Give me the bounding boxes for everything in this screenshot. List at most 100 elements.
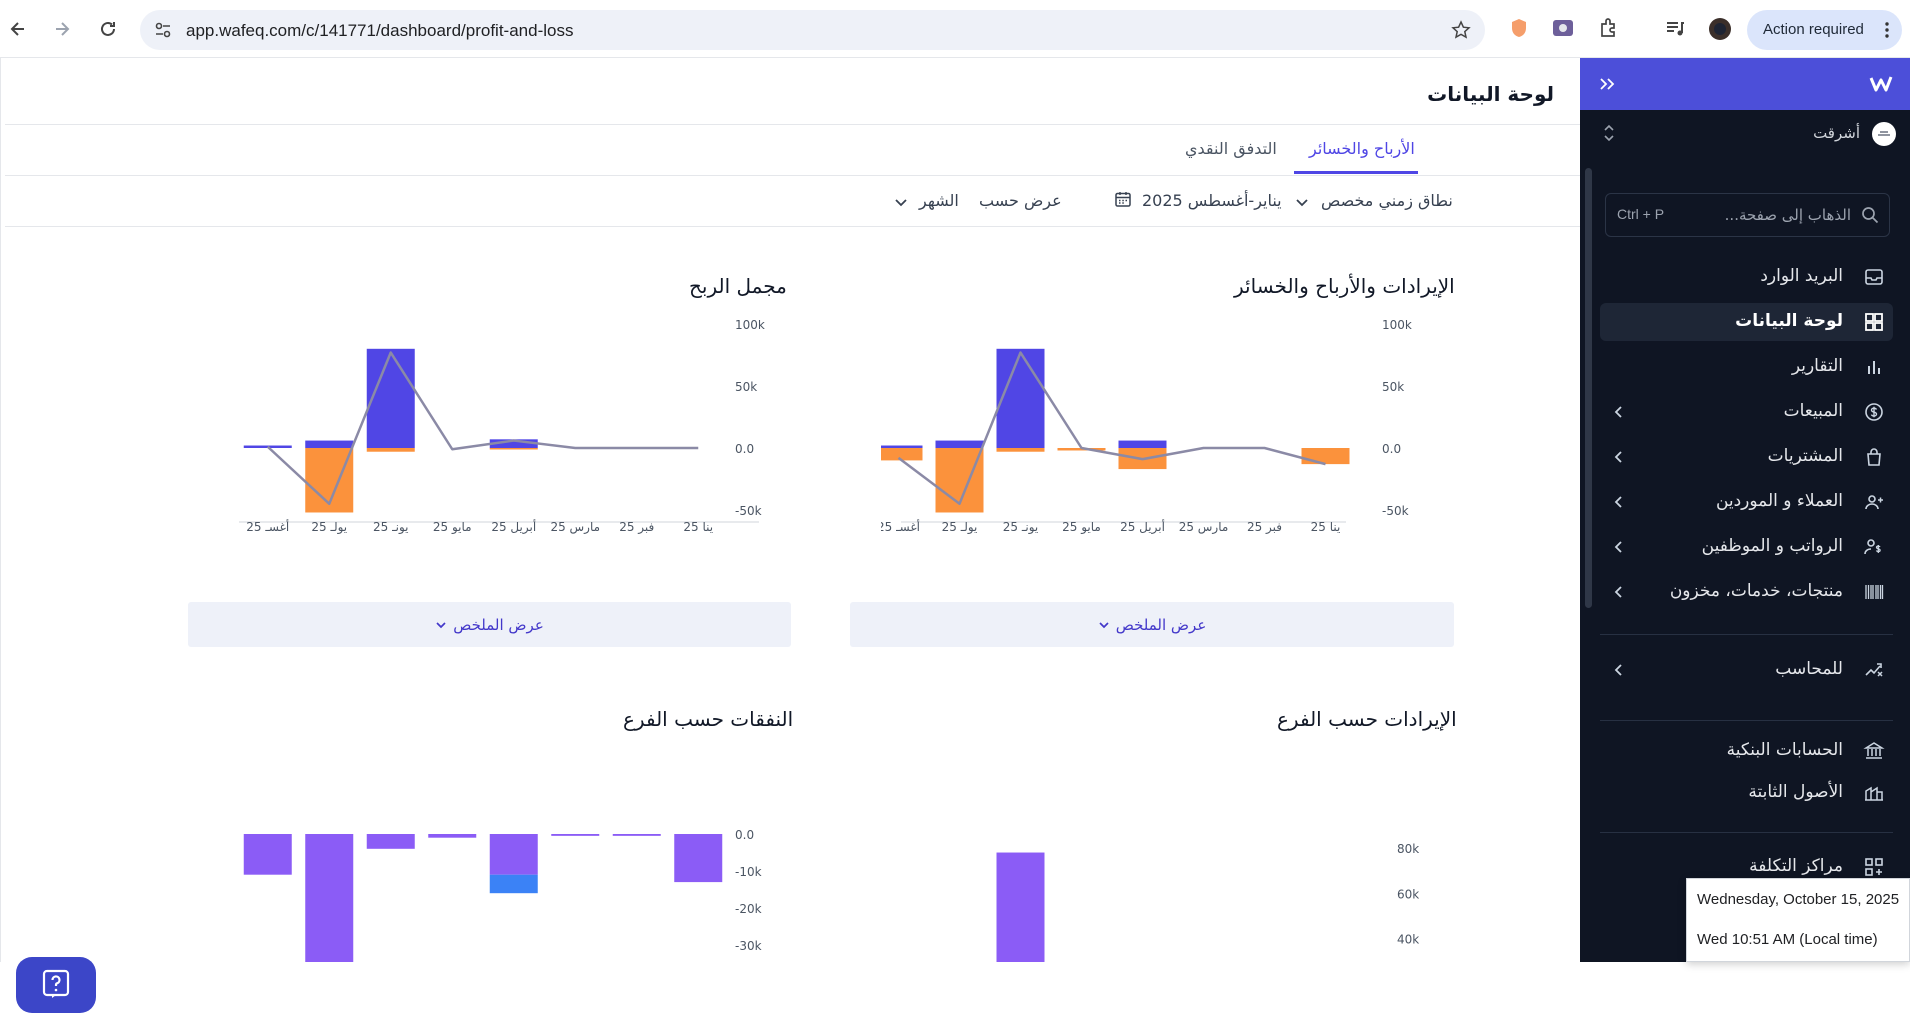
site-settings-icon[interactable] [154, 21, 172, 39]
x-tick-label: مايو 25 [1062, 520, 1101, 535]
collapse-sidebar-icon[interactable] [1598, 75, 1616, 93]
users-icon [1865, 495, 1883, 510]
y-tick-label: 0.0 [735, 828, 754, 842]
sidebar-item[interactable]: منتجات، خدمات، مخزون [1600, 573, 1893, 611]
sidebar-item[interactable]: التقارير [1600, 348, 1893, 386]
show-summary-button[interactable]: عرض الملخص [850, 602, 1454, 647]
profile-avatar-icon[interactable] [1708, 17, 1732, 41]
company-name[interactable]: أشرقت [1813, 124, 1860, 142]
main-content: لوحة البيانات الأرباح والخسائر التدفق ال… [0, 58, 1580, 1013]
x-tick-label: فبر 25 [1247, 520, 1282, 535]
search-icon [1862, 207, 1879, 224]
back-icon[interactable] [4, 15, 32, 43]
sidebar-item[interactable]: الحسابات البنكية [1600, 732, 1893, 770]
chart-bar [996, 448, 1045, 452]
chart-title-expenses-by-branch: النفقات حسب الفرع [623, 707, 794, 731]
y-tick-label: 60k [1397, 887, 1419, 901]
sidebar-item[interactable]: الأصول الثابتة [1600, 774, 1893, 812]
show-summary-button[interactable]: عرض الملخص [188, 602, 791, 647]
chevron-left-icon [1614, 451, 1622, 463]
action-required-button[interactable]: Action required [1747, 10, 1902, 50]
divider [5, 124, 1580, 125]
date-range-value[interactable]: يناير-أغسطس 2025 [1142, 191, 1282, 210]
sidebar-item[interactable]: المبيعات [1600, 393, 1893, 431]
active-tab-indicator [1294, 171, 1418, 174]
sidebar-item-label: لوحة البيانات [1735, 311, 1843, 331]
address-bar[interactable]: app.wafeq.com/c/141771/dashboard/profit-… [140, 10, 1485, 50]
sidebar-item[interactable]: العملاء و الموردين [1600, 483, 1893, 521]
revenue-pnl-chart: 100k 50k 0.0 -50k ينا 25 فبر 25 مارس 25 أبريل 2… [881, 320, 1412, 535]
chevron-down-icon [436, 621, 446, 628]
chart-title-revenue-by-branch: الإيرادات حسب الفرع [1277, 707, 1457, 731]
company-logo-icon [1872, 122, 1896, 146]
sidebar-item-label: الرواتب و الموظفين [1701, 536, 1843, 556]
gross-profit-chart: 100k 50k 0.0 -50k ينا 25 فبر 25 مارس 25 أبريل 2… [239, 320, 765, 535]
date-range-select[interactable]: نطاق زمني مخصص [1321, 191, 1453, 210]
y-tick-label: -50k [735, 504, 762, 518]
extensions-puzzle-icon[interactable] [1598, 17, 1622, 41]
tooltip-time: Wed 10:51 AM (Local time) [1697, 931, 1878, 948]
chart-bar [996, 348, 1045, 448]
sidebar-item[interactable]: للمحاسب [1600, 651, 1893, 689]
tab-profit-and-loss[interactable]: الأرباح والخسائر [1309, 139, 1415, 158]
sidebar-item-label: الأصول الثابتة [1748, 782, 1843, 802]
chart-bar [612, 834, 661, 836]
sidebar-scrollbar[interactable] [1585, 168, 1592, 608]
extension-photo-icon[interactable] [1552, 17, 1576, 41]
x-tick-label: أغسـ 25 [881, 519, 920, 534]
reports-icon [1868, 361, 1880, 374]
inbox-icon [1865, 269, 1883, 285]
tab-cash-flow[interactable]: التدفق النقدي [1185, 139, 1277, 158]
chart-bar [881, 448, 923, 461]
chart-bar [428, 834, 477, 838]
sidebar-item[interactable]: الرواتب و الموظفين [1600, 528, 1893, 566]
chart-bar [305, 440, 354, 448]
x-tick-label: يونـ 25 [1003, 520, 1039, 535]
chevron-left-icon [1614, 664, 1622, 676]
bookmark-star-icon[interactable] [1451, 20, 1471, 40]
chart-bar [674, 834, 723, 883]
forward-icon[interactable] [48, 15, 76, 43]
dashboard-icon [1865, 313, 1883, 331]
sidebar-search-input[interactable]: Ctrl + P الذهاب إلى صفحة... [1605, 193, 1890, 237]
sidebar-divider [1600, 720, 1893, 721]
x-tick-label: أبريل 25 [1120, 519, 1165, 535]
x-tick-label: يولـ 25 [311, 520, 347, 535]
expenses-by-branch-chart: 0.0 -10k -20k -30k [243, 828, 762, 962]
chart-bar [366, 348, 415, 448]
chart-bar [366, 448, 415, 452]
sidebar-item-label: التقارير [1791, 356, 1843, 376]
clock-tooltip: Wednesday, October 15, 2025 Wed 10:51 AM… [1686, 878, 1910, 962]
x-tick-label: ينا 25 [1311, 520, 1341, 534]
calendar-icon[interactable] [1114, 190, 1132, 208]
reload-icon[interactable] [94, 15, 122, 43]
company-switcher-icon[interactable] [1602, 122, 1616, 144]
chart-bar [551, 834, 600, 836]
chevron-down-icon[interactable] [1295, 195, 1309, 209]
y-tick-label: 50k [735, 380, 757, 394]
sidebar-item[interactable]: المشتريات [1600, 438, 1893, 476]
media-queue-icon[interactable] [1664, 17, 1688, 41]
help-button[interactable] [16, 957, 96, 1013]
sidebar-item[interactable]: البريد الوارد [1600, 258, 1893, 296]
sidebar-item-label: المشتريات [1767, 446, 1843, 466]
y-tick-label: 100k [1382, 320, 1412, 332]
sidebar-item[interactable]: مراكز التكلفة [1600, 848, 1893, 886]
tooltip-date: Wednesday, October 15, 2025 [1697, 891, 1900, 908]
divider [5, 226, 1580, 227]
sidebar: أشرقت Ctrl + P الذهاب إلى صفحة... البريد… [1580, 58, 1910, 962]
chart-bar [489, 834, 538, 875]
brave-shield-icon[interactable] [1508, 17, 1532, 41]
chart-title-revenue-pnl: الإيرادات والأرباح والخسائر [1234, 274, 1455, 298]
show-summary-label: عرض الملخص [453, 615, 544, 634]
sidebar-item-label: منتجات، خدمات، مخزون [1669, 581, 1843, 601]
chevron-down-icon [1099, 621, 1109, 628]
kebab-menu-icon [1885, 22, 1889, 38]
chart-bar [1301, 448, 1350, 465]
chart-bar [935, 440, 984, 448]
view-by-select[interactable]: الشهر [919, 191, 959, 210]
sidebar-item[interactable]: لوحة البيانات [1600, 303, 1893, 341]
show-summary-label: عرض الملخص [1115, 615, 1207, 634]
chevron-down-icon[interactable] [894, 195, 908, 209]
wafeq-logo-icon [1869, 76, 1893, 92]
